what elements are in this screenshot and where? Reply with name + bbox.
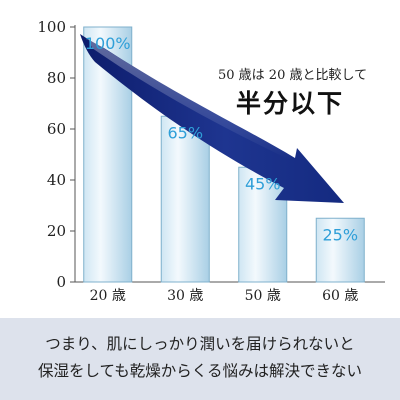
y-tick-label: 100 bbox=[37, 18, 66, 36]
bar-2 bbox=[160, 115, 210, 283]
caption-line-1: つまり、肌にしっかり潤いを届けられないと bbox=[45, 335, 355, 353]
y-tick-label: 20 bbox=[47, 222, 66, 240]
y-tick-label: 60 bbox=[47, 120, 66, 138]
caption-line-2: 保湿をしても乾燥からくる悩みは解決できない bbox=[38, 362, 362, 380]
data-label: 25% bbox=[322, 225, 358, 244]
data-label: 45% bbox=[245, 174, 281, 193]
data-label: 65% bbox=[167, 123, 203, 142]
y-tick-label: 40 bbox=[47, 171, 66, 189]
data-label: 100% bbox=[85, 34, 131, 53]
x-tick-label: 20 歳 bbox=[90, 288, 126, 304]
axis-layer: 0 20 40 60 80 100 20 歳 30 歳 50 歳 60 歳 bbox=[37, 18, 385, 304]
x-tick-label: 50 歳 bbox=[245, 288, 281, 304]
trend-arrow bbox=[80, 34, 344, 203]
data-label-layer: 100% 65% 45% 25% bbox=[85, 34, 358, 244]
trend-arrow-highlight bbox=[88, 38, 292, 160]
annotation-comparison: 50 歳は 20 歳と比較して bbox=[218, 68, 368, 83]
x-tick-label: 30 歳 bbox=[167, 288, 203, 304]
y-tick-label: 80 bbox=[47, 69, 66, 87]
bar-3 bbox=[238, 166, 288, 283]
caption-box: つまり、肌にしっかり潤いを届けられないと 保湿をしても乾燥からくる悩みは解決でき… bbox=[0, 318, 400, 400]
x-tick-label: 60 歳 bbox=[322, 288, 358, 304]
y-tick-label: 0 bbox=[56, 273, 66, 291]
annotation-headline: 半分以下 bbox=[236, 89, 345, 118]
bar-4 bbox=[315, 217, 365, 283]
bar-chart: 0 20 40 60 80 100 20 歳 30 歳 50 歳 60 歳 100% 65% 45% 2… bbox=[37, 18, 385, 304]
